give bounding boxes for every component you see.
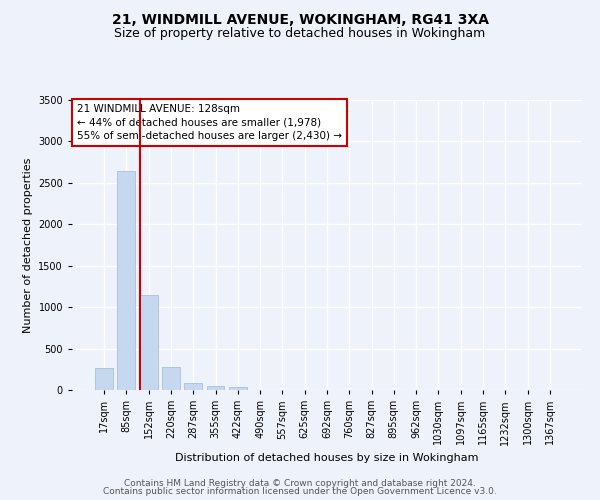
Text: 21 WINDMILL AVENUE: 128sqm
← 44% of detached houses are smaller (1,978)
55% of s: 21 WINDMILL AVENUE: 128sqm ← 44% of deta… xyxy=(77,104,342,141)
Y-axis label: Number of detached properties: Number of detached properties xyxy=(23,158,32,332)
Bar xyxy=(206,386,224,390)
X-axis label: Distribution of detached houses by size in Wokingham: Distribution of detached houses by size … xyxy=(175,453,479,463)
Text: Size of property relative to detached houses in Wokingham: Size of property relative to detached ho… xyxy=(115,28,485,40)
Bar xyxy=(184,382,202,390)
Text: Contains public sector information licensed under the Open Government Licence v3: Contains public sector information licen… xyxy=(103,487,497,496)
Text: Contains HM Land Registry data © Crown copyright and database right 2024.: Contains HM Land Registry data © Crown c… xyxy=(124,478,476,488)
Bar xyxy=(162,367,180,390)
Bar xyxy=(229,387,247,390)
Bar xyxy=(140,294,158,390)
Bar xyxy=(95,368,113,390)
Text: 21, WINDMILL AVENUE, WOKINGHAM, RG41 3XA: 21, WINDMILL AVENUE, WOKINGHAM, RG41 3XA xyxy=(112,12,488,26)
Bar xyxy=(118,172,136,390)
